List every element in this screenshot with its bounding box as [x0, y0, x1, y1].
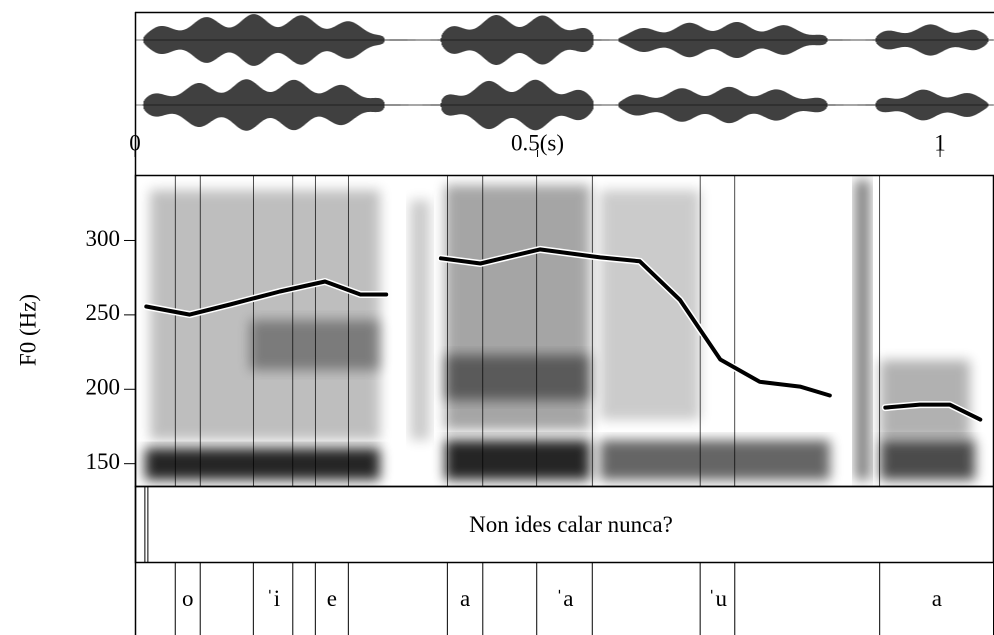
tier-label: ˈu — [708, 586, 728, 611]
tier-label: e — [327, 586, 337, 611]
y-axis-label: F0 (Hz) — [15, 294, 40, 366]
spectrogram — [145, 180, 975, 480]
tier-label: Non ides calar nunca? — [469, 512, 673, 537]
spectral-energy — [880, 360, 970, 440]
tier-label: a — [932, 586, 942, 611]
spectral-energy — [600, 440, 830, 480]
f0-contour — [144, 247, 983, 422]
x-tick-label: 0 — [129, 130, 141, 155]
spectral-energy — [445, 355, 590, 400]
spectral-energy — [880, 440, 975, 480]
tier-label: a — [460, 586, 470, 611]
tier-label: ˈi — [266, 586, 280, 611]
waveform — [135, 14, 994, 131]
spectral-energy — [855, 180, 870, 480]
spectral-energy — [145, 448, 380, 480]
y-tick-label: 150 — [86, 449, 121, 474]
y-tick-label: 250 — [86, 300, 121, 325]
tier-label: o — [182, 586, 194, 611]
x-tick-label: 1 — [934, 130, 946, 155]
tier-label: ˈa — [556, 586, 574, 611]
y-tick-label: 200 — [86, 375, 121, 400]
spectral-energy — [410, 200, 430, 440]
y-tick-label: 300 — [86, 226, 121, 251]
spectral-energy — [445, 440, 590, 480]
